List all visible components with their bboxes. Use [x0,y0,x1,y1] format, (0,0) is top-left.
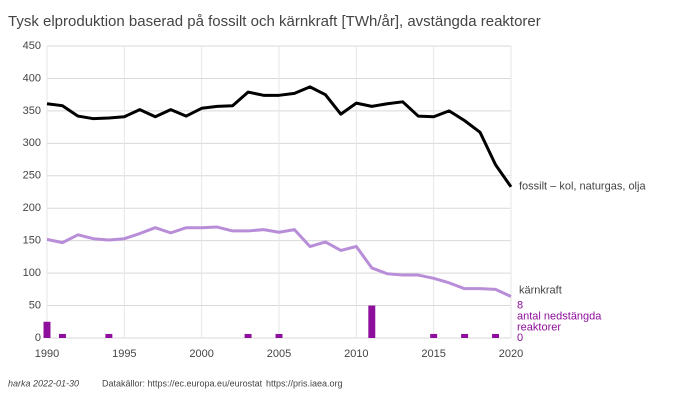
series-label: fossilt – kol, naturgas, olja [519,181,646,193]
x-tick-label: 2015 [421,348,445,360]
chart-title: Tysk elproduktion baserad på fossilt och… [8,13,541,30]
bar [461,333,469,338]
x-tick-label: 2020 [499,348,523,360]
x-tick-label: 2005 [267,348,291,360]
line [46,225,512,298]
bar [244,333,252,338]
y2-tick-label: 0 [517,332,523,344]
y-tick-label: 400 [23,72,41,84]
line [46,85,513,188]
bar [105,333,113,338]
x-tick-label: 2000 [189,348,213,360]
y-tick-label: 300 [23,137,41,149]
bar [430,333,438,338]
series-label: kärnkraft [519,284,562,296]
series-label: antal nedstängda reaktorer [517,310,602,333]
bar [43,321,51,338]
bar [275,333,283,338]
y-tick-label: 350 [23,105,41,117]
footer-source: https://pris.iaea.org [266,378,343,388]
x-tick-label: 1995 [112,348,136,360]
y-tick-label: 200 [23,202,41,214]
x-tick-label: 2010 [344,348,368,360]
y-tick-label: 100 [23,267,41,279]
footer-author: harka 2022-01-30 [8,378,79,388]
bar [368,305,376,338]
y-tick-label: 50 [29,299,41,311]
y-tick-label: 0 [35,332,41,344]
x-tick-label: 1990 [35,348,59,360]
y2-tick-label: 8 [517,299,523,311]
y-tick-label: 450 [23,40,41,52]
y-tick-label: 150 [23,235,41,247]
bar [492,333,500,338]
y-tick-label: 250 [23,170,41,182]
footer-source: Datakällor: https://ec.europa.eu/eurosta… [102,378,263,388]
bar [58,333,66,338]
